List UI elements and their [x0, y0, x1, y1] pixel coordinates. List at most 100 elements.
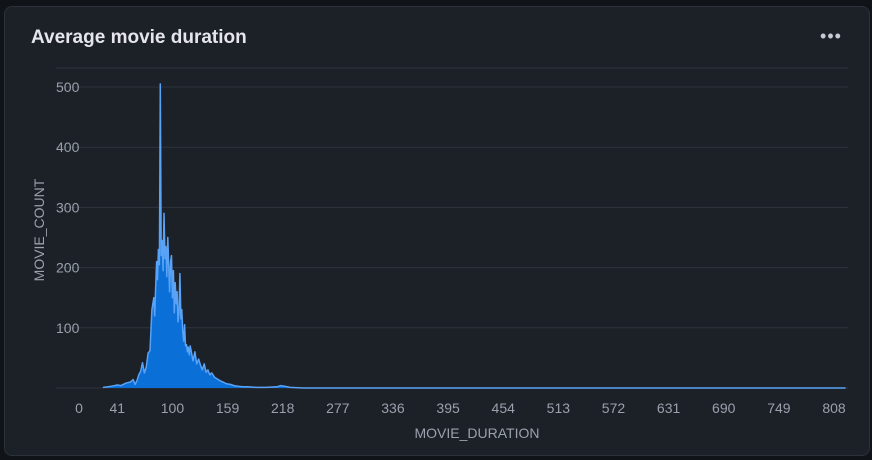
x-tick-label: 0 [75, 400, 83, 416]
data-point [173, 312, 175, 314]
data-point [136, 380, 138, 382]
data-point [188, 354, 190, 356]
data-point [164, 257, 166, 260]
data-point [176, 291, 178, 293]
data-point [209, 374, 211, 376]
y-tick-label: 300 [56, 199, 80, 215]
data-point [222, 381, 224, 383]
x-axis-ticks: 0 41 100 159 218 277 336 395 454 513 572 631 690 749 8… [75, 400, 846, 416]
data-point [179, 273, 181, 275]
series-area [102, 83, 846, 389]
data-point [414, 387, 416, 389]
data-point [153, 297, 155, 299]
data-point [169, 260, 172, 263]
data-point [141, 362, 144, 364]
data-point [166, 276, 168, 278]
data-point [526, 387, 529, 389]
data-point [211, 372, 213, 374]
data-point [194, 351, 196, 353]
data-point [833, 387, 835, 389]
data-point [140, 370, 142, 372]
data-point [156, 279, 159, 281]
chart-title: Average movie duration [31, 27, 247, 48]
x-tick-label: 513 [547, 400, 571, 416]
data-point [201, 369, 203, 371]
data-point [246, 386, 248, 388]
x-tick-label: 100 [161, 400, 185, 416]
series-line [103, 83, 846, 389]
x-tick-label: 159 [216, 400, 240, 416]
data-point [182, 330, 184, 332]
data-point [280, 384, 282, 387]
data-point [196, 363, 198, 365]
data-point [134, 383, 136, 385]
y-tick-label: 100 [56, 320, 80, 336]
data-point [302, 387, 304, 389]
data-point [255, 386, 258, 388]
data-point [158, 263, 160, 266]
more-options-icon[interactable]: ••• [820, 26, 842, 46]
data-point [168, 263, 170, 266]
x-tick-label: 749 [767, 400, 791, 416]
data-point [111, 385, 113, 387]
x-tick-label: 41 [110, 400, 126, 416]
data-point [183, 324, 186, 326]
data-point [170, 254, 173, 257]
x-tick-label: 218 [271, 400, 295, 416]
y-tick-label: 400 [56, 139, 80, 155]
data-point [192, 360, 194, 362]
data-point [340, 387, 342, 389]
data-point [177, 321, 179, 323]
data-point [241, 386, 244, 388]
data-point [174, 282, 176, 284]
data-point [155, 288, 157, 290]
data-point [155, 260, 158, 263]
data-point [216, 378, 218, 380]
data-point [120, 384, 122, 387]
x-tick-label: 690 [712, 400, 736, 416]
y-tick-label: 200 [56, 260, 80, 276]
data-point [186, 351, 188, 353]
data-point [237, 385, 239, 387]
data-point [162, 270, 164, 272]
data-point [116, 384, 118, 386]
data-point [180, 318, 182, 320]
data-point [178, 312, 180, 314]
data-point [147, 352, 149, 354]
data-point [169, 291, 171, 293]
data-point [157, 248, 160, 251]
x-tick-label: 808 [822, 400, 846, 416]
data-point [102, 386, 104, 388]
y-tick-label: 500 [56, 79, 80, 95]
data-point [190, 350, 192, 352]
data-point [165, 245, 167, 248]
data-point [154, 315, 156, 317]
data-point [129, 381, 131, 383]
data-point [199, 364, 202, 366]
data-point [187, 346, 189, 348]
data-point [163, 212, 165, 215]
data-point [751, 387, 753, 389]
data-point [183, 340, 185, 342]
data-point [132, 378, 134, 381]
data-point [171, 297, 174, 299]
data-point [203, 363, 205, 365]
x-axis-label: MOVIE_DURATION [415, 425, 540, 441]
data-point [844, 387, 846, 389]
data-point [639, 387, 641, 389]
data-point [205, 371, 207, 373]
data-point [149, 350, 151, 352]
data-point [276, 386, 278, 388]
x-tick-label: 454 [492, 400, 516, 416]
data-point [167, 236, 169, 239]
data-point [143, 372, 146, 374]
x-tick-label: 277 [326, 400, 350, 416]
data-point [151, 309, 153, 311]
data-point [181, 309, 183, 311]
y-axis-label: MOVIE_COUNT [31, 178, 47, 281]
x-tick-label: 395 [436, 400, 460, 416]
series-area-fill [103, 84, 846, 388]
data-point [213, 376, 216, 378]
data-point [219, 380, 221, 382]
